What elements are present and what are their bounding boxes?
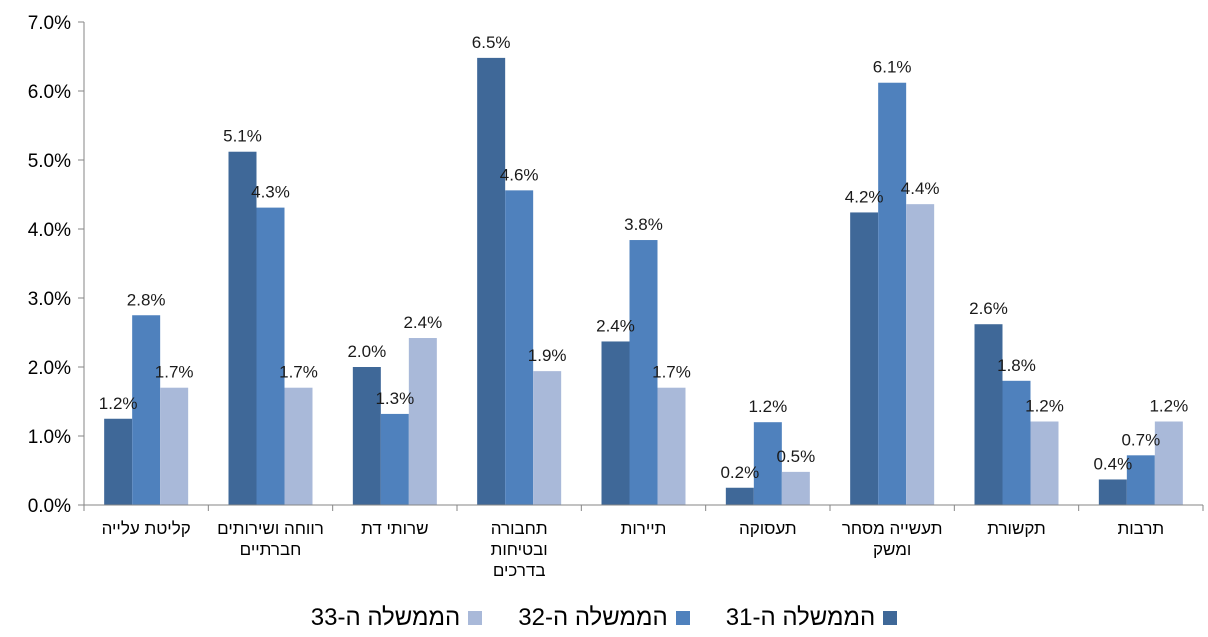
y-tick-label: 4.0%: [28, 220, 71, 241]
bar: [228, 151, 257, 505]
data-label: 4.2%: [845, 187, 884, 206]
category-label: תחבורה: [491, 519, 548, 538]
bar: [408, 338, 437, 505]
data-label: 2.4%: [403, 313, 442, 332]
bar: [477, 57, 506, 505]
legend-swatch-32: [675, 611, 690, 625]
category-label: בדרכים: [493, 561, 546, 580]
legend-label-31: הממשלה ה-31: [725, 604, 876, 631]
bar: [1030, 421, 1059, 505]
data-label: 1.7%: [652, 363, 691, 382]
bar: [380, 413, 409, 505]
data-label: 0.7%: [1121, 430, 1160, 449]
bar: [781, 471, 810, 505]
y-tick-label: 1.0%: [28, 427, 71, 448]
legend-item-33: הממשלה ה-33: [311, 604, 483, 632]
data-label: 1.9%: [528, 346, 567, 365]
category-label: ובטיחות: [491, 540, 548, 559]
bar: [132, 315, 161, 505]
category-label: ומשק: [873, 540, 911, 559]
y-tick-label: 6.0%: [28, 82, 71, 103]
data-label: 0.4%: [1093, 454, 1132, 473]
data-label: 2.0%: [347, 342, 386, 361]
category-label: קליטת עלייה: [102, 519, 191, 538]
data-label: 1.2%: [1149, 397, 1188, 416]
bar: [352, 367, 381, 505]
category-label: תרבות: [1118, 519, 1165, 538]
data-label: 2.8%: [127, 290, 166, 309]
data-label: 0.5%: [776, 447, 815, 466]
category-label: תקשורת: [987, 519, 1046, 538]
data-label: 4.3%: [251, 183, 290, 202]
bar: [601, 341, 630, 505]
y-tick-label: 2.0%: [28, 358, 71, 379]
bar: [906, 204, 935, 505]
legend: הממשלה ה-31 הממשלה ה-32 הממשלה ה-33: [0, 604, 1208, 632]
data-label: 1.3%: [375, 389, 414, 408]
data-label: 4.6%: [500, 165, 539, 184]
bar: [1126, 455, 1155, 505]
y-tick-label: 5.0%: [28, 151, 71, 172]
category-label: תעסוקה: [739, 519, 797, 538]
data-label: 1.8%: [997, 356, 1036, 375]
data-label: 4.4%: [901, 179, 940, 198]
bar: [505, 190, 534, 506]
y-tick-label: 0.0%: [28, 496, 71, 517]
bar: [629, 240, 658, 506]
bar: [1154, 421, 1183, 505]
category-label: שרותי דת: [361, 519, 428, 538]
bars: [104, 57, 1183, 506]
data-label: 2.6%: [969, 299, 1008, 318]
bar: [104, 418, 133, 505]
legend-swatch-33: [468, 611, 483, 625]
bar: [725, 487, 754, 505]
y-tick-label: 3.0%: [28, 289, 71, 310]
bar: [160, 387, 189, 505]
data-label: 6.5%: [472, 33, 511, 52]
category-label: תעשייה מסחר: [842, 519, 943, 538]
legend-label-33: הממשלה ה-33: [310, 604, 461, 631]
legend-label-32: הממשלה ה-32: [518, 604, 668, 631]
bar: [256, 207, 285, 506]
data-label: 3.8%: [624, 215, 663, 234]
bar: [1098, 479, 1127, 505]
data-label: 1.7%: [155, 363, 194, 382]
y-tick-label: 7.0%: [28, 13, 71, 34]
bar: [657, 387, 686, 505]
data-label: 1.2%: [748, 397, 787, 416]
data-label: 2.4%: [596, 316, 635, 335]
data-label: 6.1%: [873, 58, 912, 77]
x-axis: קליטת עלייה רווחה ושירותים חברתיים שרותי דת…: [83, 504, 1204, 580]
bar: [753, 422, 782, 505]
legend-swatch-31: [883, 611, 898, 625]
bar: [1002, 380, 1031, 505]
data-label: 1.2%: [1025, 397, 1064, 416]
data-label: 1.2%: [99, 394, 138, 413]
bar: [974, 324, 1003, 505]
bar: [850, 212, 879, 505]
bar: [878, 82, 907, 505]
data-labels: 1.2% 2.8% 1.7% 5.1% 4.3% 1.7% 2.0% 1.3% 2.4% 6.5%…: [99, 33, 1188, 482]
category-label: רווחה ושירותים: [217, 519, 324, 538]
legend-item-32: הממשלה ה-32: [518, 604, 690, 632]
legend-item-31: הממשלה ה-31: [726, 604, 898, 632]
category-label: חברתיים: [240, 540, 302, 559]
data-label: 5.1%: [223, 127, 262, 146]
bar: [284, 387, 313, 505]
y-axis: 0.0% 1.0% 2.0% 3.0% 4.0% 5.0% 6.0% 7.0%: [28, 13, 85, 517]
data-label: 0.2%: [720, 463, 759, 482]
data-label: 1.7%: [279, 363, 318, 382]
category-label: תיירות: [621, 519, 667, 538]
bar: [533, 371, 562, 505]
